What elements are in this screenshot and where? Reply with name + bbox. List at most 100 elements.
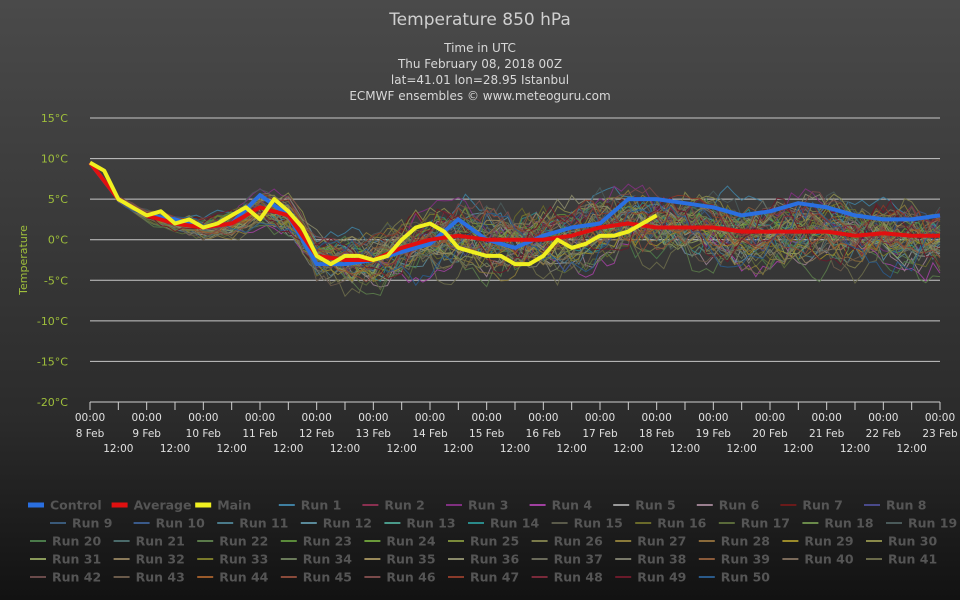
legend-item[interactable]: Run 19 [886,516,957,531]
legend-item[interactable]: Run 1 [278,498,341,513]
legend-item[interactable]: Run 9 [50,516,112,531]
legend-label: Run 26 [554,534,603,549]
legend-label: Run 19 [908,516,957,531]
legend-label: Run 27 [637,534,686,549]
legend-item[interactable]: Run 25 [448,534,519,549]
legend-item[interactable]: Run 21 [113,534,185,549]
legend-item[interactable]: Run 46 [364,570,436,585]
legend-label: Run 22 [219,534,268,549]
legend-item[interactable]: Run 27 [615,534,686,549]
legend-item[interactable]: Run 8 [864,498,926,513]
legend-label: Run 37 [554,552,603,567]
legend-item[interactable]: Run 29 [782,534,854,549]
legend-item[interactable]: Run 40 [782,552,854,567]
x-tick-date: 23 Feb [922,428,958,440]
legend-item[interactable]: Run 47 [448,570,519,585]
x-tick-midday: 12:00 [670,443,700,455]
legend-label: Run 40 [804,552,853,567]
legend-item[interactable]: Run 28 [698,534,770,549]
legend-item[interactable]: Run 15 [551,516,623,531]
legend-item[interactable]: Run 34 [280,552,352,567]
legend-item[interactable]: Run 31 [30,552,101,567]
legend-item[interactable]: Run 6 [696,498,760,513]
legend-item[interactable]: Run 45 [280,570,352,585]
legend-item[interactable]: Run 24 [364,534,436,549]
legend-item[interactable]: Run 48 [531,570,603,585]
legend-item[interactable]: Run 11 [217,516,288,531]
x-tick-midday: 12:00 [443,443,473,455]
legend-label: Average [134,498,192,513]
legend-item[interactable]: Run 13 [384,516,456,531]
main-line [89,160,658,267]
x-tick-time: 00:00 [188,412,218,424]
legend-label: Main [217,498,251,513]
legend-item[interactable]: Run 23 [280,534,352,549]
y-axis-label: Temperature [17,225,30,296]
legend-label: Run 24 [386,534,435,549]
legend-label: Run 10 [156,516,205,531]
legend-item[interactable]: Run 26 [531,534,603,549]
legend-item[interactable]: Run 20 [30,534,101,549]
legend-label: Run 3 [468,498,508,513]
legend-label: Run 17 [741,516,790,531]
legend-label: Run 50 [721,570,770,585]
legend-label: Run 13 [406,516,455,531]
legend-item[interactable]: Run 33 [197,552,268,567]
legend-item[interactable]: Run 12 [300,516,372,531]
legend-item[interactable]: Run 2 [362,498,425,513]
x-tick-midday: 12:00 [273,443,303,455]
legend-item[interactable]: Run 43 [113,570,185,585]
legend-item[interactable]: Run 32 [113,552,185,567]
legend-item[interactable]: Run 44 [197,570,269,585]
legend-item[interactable]: Run 36 [448,552,519,567]
chart-subtitle-4: ECMWF ensembles © www.meteoguru.com [349,89,610,103]
legend-item[interactable]: Run 41 [866,552,937,567]
legend-item[interactable]: Run 50 [698,570,770,585]
legend-item[interactable]: Run 16 [635,516,707,531]
legend-item[interactable]: Run 4 [529,498,593,513]
legend-item[interactable]: Run 14 [468,516,539,531]
legend-item[interactable]: Run 42 [30,570,101,585]
run-line [89,162,941,260]
x-tick-time: 00:00 [75,412,105,424]
legend-item[interactable]: Control [28,498,102,513]
y-tick-label: -5°C [44,274,68,287]
legend-item[interactable]: Main [195,498,251,513]
x-tick-date: 22 Feb [866,428,902,440]
run-line [89,162,941,280]
legend-item[interactable]: Run 3 [446,498,508,513]
chart-title: Temperature 850 hPa [388,10,571,30]
legend-label: Run 20 [52,534,101,549]
legend-item[interactable]: Run 18 [802,516,874,531]
legend-item[interactable]: Run 10 [133,516,205,531]
legend-item[interactable]: Run 39 [698,552,770,567]
x-tick-date: 9 Feb [132,428,161,440]
legend-label: Run 38 [637,552,686,567]
legend-label: Run 1 [301,498,341,513]
y-axis-ticks: 15°C 10°C 5°C 0°C -5°C -10°C -15°C -20°C [37,112,68,409]
x-tick-date: 21 Feb [809,428,845,440]
legend-label: Run 29 [804,534,853,549]
x-tick-time: 00:00 [585,412,615,424]
chart-subtitle-1: Time in UTC [443,41,516,55]
legend-item[interactable]: Run 7 [780,498,843,513]
legend-label: Run 36 [470,552,519,567]
legend-item[interactable]: Run 5 [613,498,676,513]
legend-item[interactable]: Run 17 [718,516,790,531]
x-tick-midday: 12:00 [783,443,813,455]
legend-item[interactable]: Run 37 [531,552,603,567]
legend-item[interactable]: Average [111,498,192,513]
legend-item[interactable]: Run 22 [197,534,268,549]
legend-item[interactable]: Run 38 [615,552,686,567]
legend-item[interactable]: Run 35 [364,552,436,567]
x-tick-date: 10 Feb [186,428,222,440]
x-tick-time: 00:00 [132,412,162,424]
legend-label: Run 8 [886,498,926,513]
x-tick-time: 00:00 [698,412,728,424]
x-tick-time: 00:00 [642,412,672,424]
y-tick-label: 15°C [41,112,68,125]
x-tick-midday: 12:00 [897,443,927,455]
legend-item[interactable]: Run 30 [866,534,937,549]
legend-item[interactable]: Run 49 [615,570,686,585]
